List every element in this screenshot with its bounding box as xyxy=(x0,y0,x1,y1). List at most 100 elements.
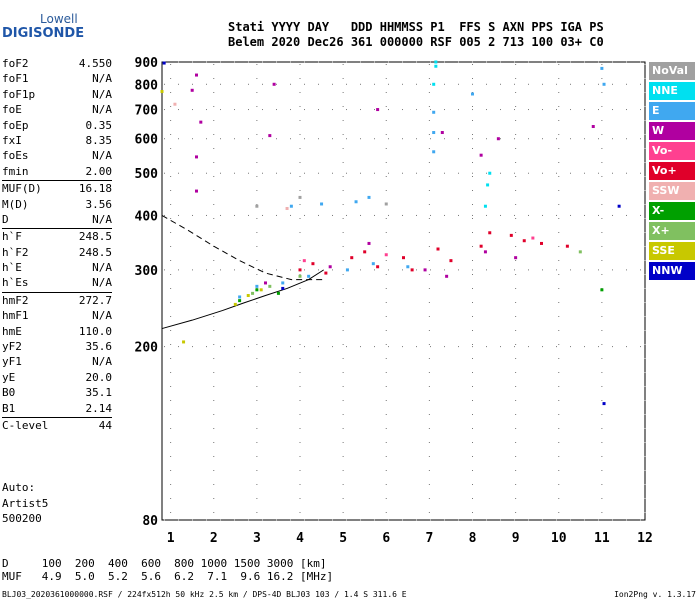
grid-dot xyxy=(374,83,375,85)
data-point xyxy=(600,66,604,70)
legend: NoVal NNE E W Vo- Vo+ SSW X- X+ SSE NNW xyxy=(649,62,695,282)
grid-dot xyxy=(290,83,291,85)
grid-dot xyxy=(170,92,172,93)
grid-dot xyxy=(178,269,179,271)
grid-dot xyxy=(342,358,344,359)
grid-dot xyxy=(388,214,389,216)
grid-dot xyxy=(360,109,361,111)
grid-dot xyxy=(342,218,344,219)
grid-dot xyxy=(262,519,263,521)
grid-dot xyxy=(220,109,221,111)
grid-dot xyxy=(515,372,517,373)
grid-dot xyxy=(558,442,560,443)
grid-dot xyxy=(178,346,179,348)
param-value: 110.0 xyxy=(78,324,112,338)
data-point xyxy=(328,265,332,269)
param-name: foEp xyxy=(2,118,29,132)
param-value: 35.1 xyxy=(85,386,113,400)
grid-dot xyxy=(542,519,543,521)
grid-dot xyxy=(644,484,646,485)
grid-dot xyxy=(601,456,603,457)
grid-dot xyxy=(299,302,301,303)
param-name: C-level xyxy=(2,418,49,432)
grid-dot xyxy=(428,456,430,457)
grid-dot xyxy=(486,138,487,140)
grid-dot xyxy=(170,358,172,359)
grid-dot xyxy=(644,274,646,275)
grid-dot xyxy=(192,83,193,85)
grid-dot xyxy=(360,519,361,521)
grid-dot xyxy=(514,83,515,85)
grid-dot xyxy=(626,138,627,140)
param-name: h`Es xyxy=(2,276,29,290)
param-row: D N/A xyxy=(2,212,112,227)
param-name: fmin xyxy=(2,164,29,178)
grid-dot xyxy=(164,269,165,271)
grid-dot xyxy=(556,109,557,111)
grid-dot xyxy=(213,64,215,65)
param-name: hmE xyxy=(2,324,22,338)
grid-dot xyxy=(584,519,585,521)
grid-dot xyxy=(213,134,215,135)
grid-dot xyxy=(472,120,473,121)
data-point xyxy=(436,247,440,251)
grid-dot xyxy=(256,344,258,345)
grid-dot xyxy=(276,214,277,216)
grid-dot xyxy=(332,214,333,216)
distance-row: D 100 200 400 600 800 1000 1500 3000 [km… xyxy=(2,557,327,570)
grid-dot xyxy=(342,134,344,135)
grid-dot xyxy=(318,109,319,111)
param-row: foEp 0.35 xyxy=(2,118,112,133)
grid-dot xyxy=(342,260,344,261)
grid-dot xyxy=(346,214,347,216)
grid-dot xyxy=(515,470,517,471)
param-value: N/A xyxy=(92,355,112,369)
param-value: 20.0 xyxy=(85,370,113,384)
grid-dot xyxy=(385,288,387,289)
grid-dot xyxy=(601,176,603,177)
y-tick-label: 400 xyxy=(135,209,159,224)
grid-dot xyxy=(472,64,473,65)
grid-dot xyxy=(192,519,193,521)
grid-dot xyxy=(644,330,646,331)
grid-dot xyxy=(342,190,344,191)
data-point xyxy=(255,288,259,292)
grid-dot xyxy=(248,214,249,216)
grid-dot xyxy=(234,172,235,174)
grid-dot xyxy=(584,172,585,174)
grid-dot xyxy=(558,414,560,415)
y-tick-label: 500 xyxy=(135,167,159,182)
grid-dot xyxy=(170,386,172,387)
grid-dot xyxy=(472,498,473,499)
grid-dot xyxy=(276,269,277,271)
data-point xyxy=(384,202,388,206)
grid-dot xyxy=(374,214,375,216)
grid-dot xyxy=(170,330,172,331)
grid-dot xyxy=(626,172,627,174)
grid-dot xyxy=(248,83,249,85)
x-tick-label: 6 xyxy=(382,531,390,546)
grid-dot xyxy=(472,138,473,140)
data-point xyxy=(320,202,324,206)
grid-dot xyxy=(416,61,417,63)
grid-dot xyxy=(515,442,517,443)
grid-dot xyxy=(170,190,172,191)
grid-dot xyxy=(428,484,430,485)
legend-item: SSW xyxy=(649,182,695,200)
profile-curve-dashed xyxy=(161,215,324,281)
grid-dot xyxy=(514,519,515,521)
grid-dot xyxy=(472,106,473,107)
grid-dot xyxy=(385,78,387,79)
param-name: h`E xyxy=(2,261,22,275)
grid-dot xyxy=(342,344,344,345)
grid-dot xyxy=(558,190,560,191)
grid-dot xyxy=(206,172,207,174)
grid-dot xyxy=(528,346,529,348)
grid-dot xyxy=(178,61,179,63)
grid-dot xyxy=(458,269,459,271)
grid-dot xyxy=(472,176,473,177)
grid-dot xyxy=(342,456,344,457)
param-value: N/A xyxy=(92,87,112,101)
grid-dot xyxy=(385,274,387,275)
